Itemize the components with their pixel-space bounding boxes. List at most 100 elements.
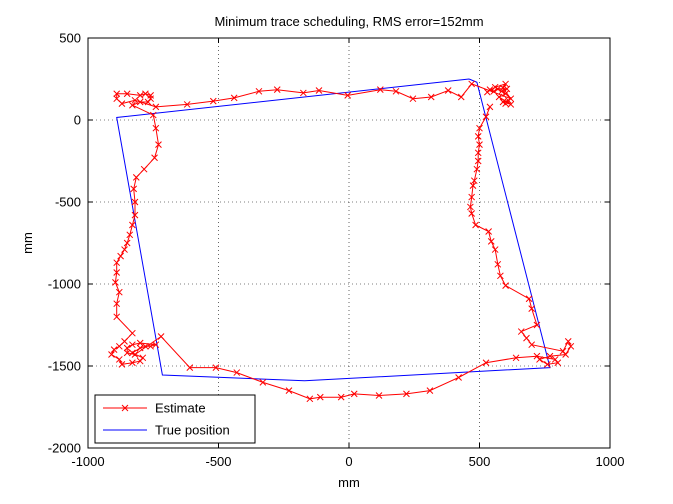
estimate-point	[503, 85, 511, 93]
y-tick-label: 500	[59, 31, 81, 46]
estimate-point	[212, 364, 220, 371]
x-axis-label: mm	[338, 475, 360, 490]
estimate-point	[544, 361, 551, 368]
x-tick-label: -500	[205, 454, 231, 469]
plot-frame	[87, 37, 611, 449]
estimate-series-line	[110, 83, 572, 400]
estimate-point	[426, 387, 434, 394]
estimate-point	[473, 165, 481, 173]
estimate-point	[144, 98, 152, 106]
estimate-point	[129, 341, 136, 349]
estimate-point	[152, 124, 160, 132]
estimate-point	[186, 364, 194, 371]
estimate-point	[316, 393, 324, 401]
estimate-point	[136, 92, 144, 99]
estimate-point	[306, 395, 314, 403]
estimate-point	[472, 221, 479, 229]
estimate-point	[132, 174, 140, 181]
estimate-point	[490, 87, 498, 95]
estimate-point	[403, 390, 410, 398]
estimate-point	[259, 379, 267, 386]
estimate-point	[136, 344, 144, 352]
estimate-point	[115, 356, 123, 363]
estimate-point	[115, 288, 123, 296]
estimate-point	[467, 203, 474, 211]
estimate-point	[536, 356, 543, 363]
estimate-point	[131, 211, 139, 219]
estimate-point	[123, 239, 131, 247]
estimate-point	[113, 95, 121, 103]
legend: Estimate True position	[94, 394, 256, 444]
estimate-point	[350, 390, 358, 398]
estimate-point	[486, 103, 494, 111]
estimate-point	[118, 100, 126, 107]
estimate-point	[468, 210, 476, 217]
estimate-point	[409, 95, 417, 103]
estimate-point	[136, 98, 144, 106]
estimate-point	[123, 90, 131, 98]
estimate-point	[554, 359, 562, 367]
legend-entry-estimate: Estimate	[103, 401, 206, 416]
estimate-point	[337, 393, 345, 401]
legend-entry-true-position: True position	[103, 423, 230, 438]
estimate-point	[140, 165, 148, 173]
estimate-point	[123, 349, 131, 357]
x-tick-label: 1000	[596, 454, 625, 469]
estimate-point	[468, 193, 476, 201]
estimate-point	[491, 246, 499, 253]
estimate-point	[209, 97, 217, 105]
estimate-point	[131, 96, 139, 104]
estimate-point	[273, 86, 281, 94]
estimate-point	[474, 133, 482, 140]
y-tick-label: -1500	[48, 359, 81, 374]
estimate-point	[131, 198, 139, 206]
estimate-point	[497, 272, 504, 280]
legend-marker-estimate	[121, 404, 129, 412]
series-layer	[108, 78, 575, 403]
legend-label-true-position: True position	[155, 423, 230, 438]
estimate-point	[499, 84, 507, 92]
legend-box	[94, 394, 256, 444]
estimate-point	[131, 351, 139, 358]
estimate-point	[525, 295, 533, 303]
estimate-point	[491, 83, 499, 91]
estimate-point	[108, 351, 115, 358]
estimate-point	[113, 90, 121, 98]
estimate-point	[129, 359, 136, 367]
y-tick-label: 0	[74, 113, 81, 128]
estimate-point	[142, 342, 149, 350]
x-tick-label: -1000	[71, 454, 104, 469]
estimate-point	[485, 228, 492, 235]
estimate-point	[129, 101, 136, 109]
estimate-point	[469, 182, 477, 189]
legend-entries: Estimate True position	[103, 401, 230, 438]
estimate-markers	[108, 80, 575, 403]
estimate-point	[564, 338, 572, 345]
x-tick-label: 0	[345, 454, 352, 469]
estimate-point	[183, 101, 191, 108]
estimate-point	[482, 359, 490, 367]
estimate-point	[118, 361, 126, 368]
estimate-point	[528, 341, 536, 349]
estimate-point	[130, 185, 138, 193]
estimate-point	[427, 93, 435, 101]
x-tick-label: 500	[469, 454, 491, 469]
estimate-point	[512, 354, 520, 362]
estimate-point	[528, 305, 536, 312]
estimate-point	[470, 177, 478, 185]
estimate-point	[147, 342, 154, 350]
tick-labels: -1000 -500 0 500 1000 -2000 -1500 -1000 -500 0 500	[48, 31, 625, 470]
estimate-point	[476, 141, 483, 148]
estimate-point	[142, 90, 149, 98]
estimate-point	[502, 80, 509, 88]
estimate-point	[375, 392, 383, 399]
estimate-point	[121, 338, 128, 345]
estimate-point	[455, 374, 462, 381]
estimate-point	[546, 352, 554, 360]
estimate-point	[129, 221, 136, 229]
estimate-point	[468, 80, 476, 88]
estimate-point	[285, 387, 293, 394]
estimate-point	[559, 347, 567, 355]
estimate-point	[444, 87, 452, 94]
